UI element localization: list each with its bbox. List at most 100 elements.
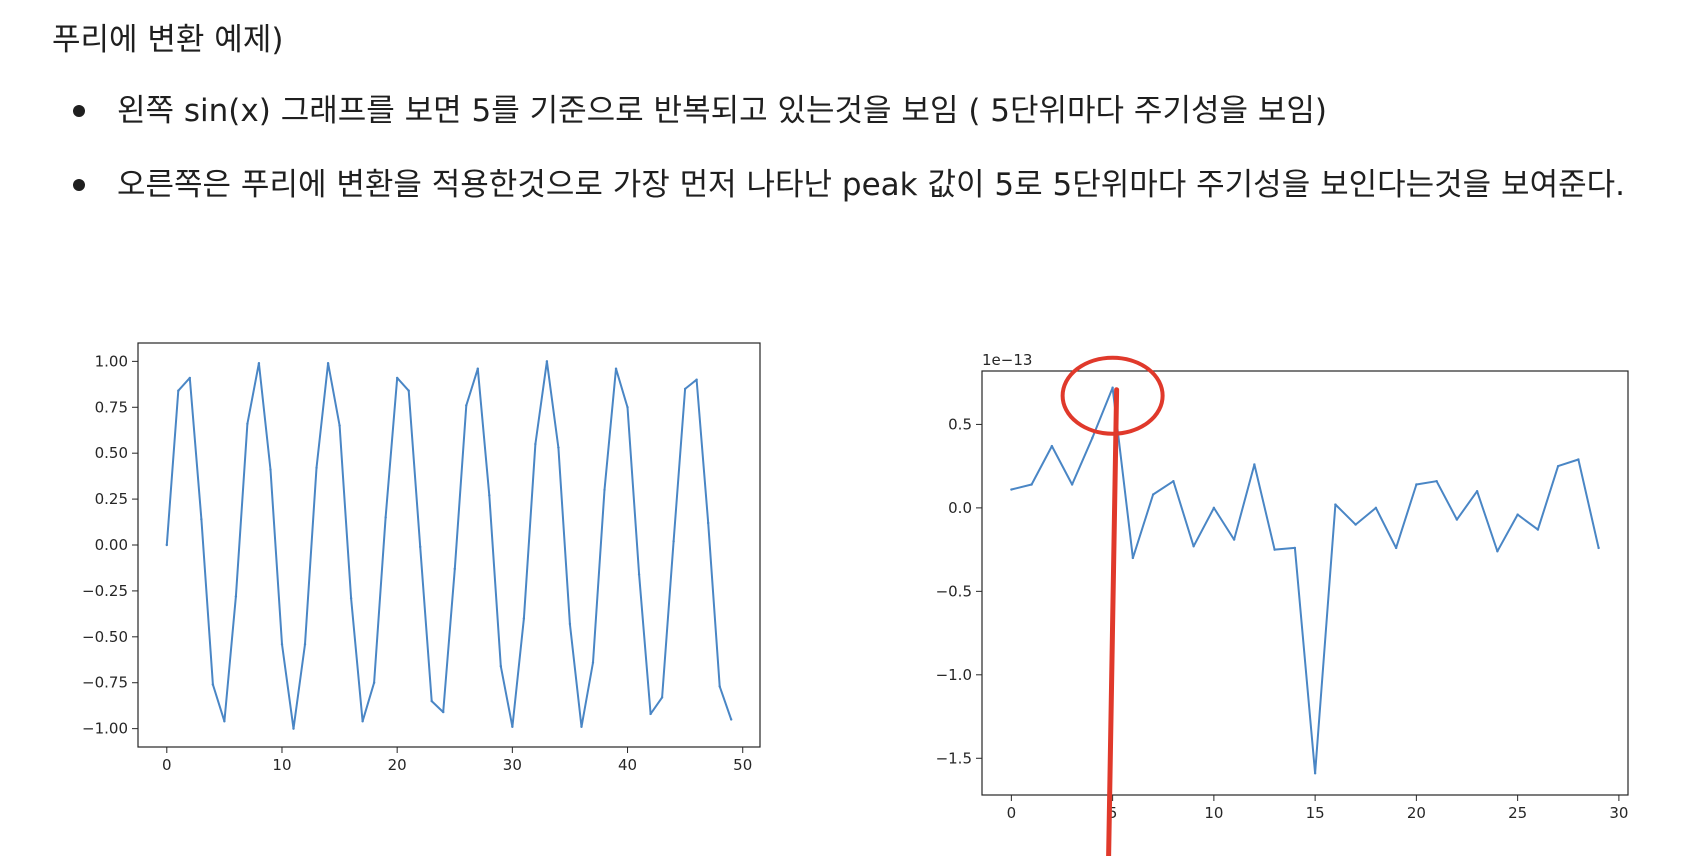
data-point <box>511 725 514 728</box>
data-point <box>165 543 168 547</box>
x-tick-label: 25 <box>1508 804 1527 822</box>
data-point <box>1415 483 1418 486</box>
data-point <box>683 387 687 391</box>
plot-frame <box>137 342 761 748</box>
data-point <box>545 360 549 363</box>
y-tick-label: −0.50 <box>82 628 128 646</box>
data-point <box>269 468 272 471</box>
data-point <box>1313 772 1317 775</box>
data-point <box>660 696 664 699</box>
data-point <box>626 406 629 409</box>
data-point <box>453 567 456 571</box>
data-point <box>361 720 364 723</box>
x-tick-label: 10 <box>1204 804 1223 822</box>
data-point <box>1374 506 1378 510</box>
y-tick-label: −1.5 <box>936 749 972 767</box>
data-point <box>568 622 572 626</box>
x-tick-label: 0 <box>162 756 172 774</box>
data-point <box>1597 546 1600 550</box>
sine-chart: 0 10 20 30 40 50 1.00 0.75 0.50 0.25 0.00 −0.25 −0.5… <box>82 342 761 774</box>
y-tick-label: −0.5 <box>936 582 972 600</box>
data-point <box>1151 493 1155 496</box>
x-tick-label: 40 <box>618 756 637 774</box>
data-point <box>1293 546 1297 550</box>
data-point <box>384 516 387 519</box>
data-point <box>407 389 410 392</box>
data-point <box>349 597 353 600</box>
data-point <box>1536 528 1540 531</box>
data-point <box>706 521 710 525</box>
data-point <box>1394 546 1398 550</box>
x-tick-label: 10 <box>272 756 291 774</box>
data-point <box>430 699 433 703</box>
data-point <box>372 681 376 684</box>
data-point <box>338 424 341 427</box>
data-point <box>603 488 606 492</box>
data-point <box>315 466 318 470</box>
data-point <box>1455 518 1459 521</box>
peak-highlight-circle <box>1060 355 1165 436</box>
axis-offset-label: 1e−13 <box>982 351 1032 369</box>
data-point <box>1577 458 1580 461</box>
data-point <box>534 442 537 446</box>
data-point <box>1172 479 1175 483</box>
data-point <box>395 376 399 380</box>
data-point <box>234 595 238 598</box>
x-tick-label: 0 <box>1007 804 1017 822</box>
peak-pointer-line <box>1106 387 1120 856</box>
data-point <box>303 642 307 646</box>
data-point <box>211 683 215 686</box>
data-point <box>1556 464 1560 468</box>
x-tick-label: 30 <box>1609 804 1628 822</box>
data-point <box>1273 548 1276 551</box>
y-tick-label: −1.00 <box>82 720 128 738</box>
data-point <box>1131 556 1135 560</box>
data-point <box>1253 463 1256 466</box>
bullet-item-right-graph: 오른쪽은 푸리에 변환을 적용한것으로 가장 먼저 나타난 peak 값이 5로… <box>0 160 1698 210</box>
data-point <box>1496 550 1499 553</box>
data-point <box>246 422 249 425</box>
data-point <box>1212 506 1216 510</box>
x-tick-label: 20 <box>1407 804 1426 822</box>
y-tick-label: 0.25 <box>95 490 128 508</box>
data-point <box>1475 489 1479 493</box>
data-point <box>1435 479 1438 483</box>
x-tick-label: 30 <box>503 756 522 774</box>
data-point <box>1516 513 1519 516</box>
data-point <box>522 617 526 620</box>
data-point <box>672 540 675 543</box>
data-point <box>557 446 560 449</box>
y-tick-label: −0.25 <box>82 582 128 600</box>
data-point <box>465 404 468 407</box>
data-point <box>1030 483 1033 486</box>
data-point <box>476 367 479 370</box>
bullet-item-left-graph: 왼쪽 sin(x) 그래프를 보면 5를 기준으로 반복되고 있는것을 보임 (… <box>0 86 1698 136</box>
x-tick-label: 20 <box>388 756 407 774</box>
data-point <box>718 685 721 688</box>
data-point <box>442 710 445 714</box>
bullet-list: 왼쪽 sin(x) 그래프를 보면 5를 기준으로 반복되고 있는것을 보임 (… <box>0 86 1698 210</box>
data-point <box>257 362 261 365</box>
data-point <box>637 573 641 576</box>
data-point <box>591 661 595 664</box>
data-point <box>1010 488 1013 491</box>
data-point <box>419 545 422 549</box>
data-point <box>1334 503 1337 506</box>
data-point <box>499 665 503 668</box>
data-point <box>188 376 192 380</box>
data-point <box>1050 444 1054 448</box>
data-point <box>223 720 226 723</box>
bullet-dot <box>73 105 85 117</box>
section-heading: 푸리에 변환 예제) <box>52 22 284 58</box>
y-tick-label: 1.00 <box>95 352 128 370</box>
data-point <box>614 367 618 370</box>
bullet-text: 왼쪽 sin(x) 그래프를 보면 5를 기준으로 반복되고 있는것을 보임 (… <box>117 93 1327 129</box>
y-tick-label: −1.0 <box>936 666 972 684</box>
series-line <box>165 360 733 730</box>
data-point <box>695 378 698 381</box>
y-tick-label: 0.5 <box>948 415 972 433</box>
data-point <box>649 712 652 716</box>
fourier-chart: 0 5 10 15 20 25 30 0.5 0.0 −0.5 −1.0 −1.5 1e−13 <box>936 351 1629 856</box>
y-tick-label: −0.75 <box>82 674 128 692</box>
x-tick-label: 5 <box>1108 804 1118 822</box>
